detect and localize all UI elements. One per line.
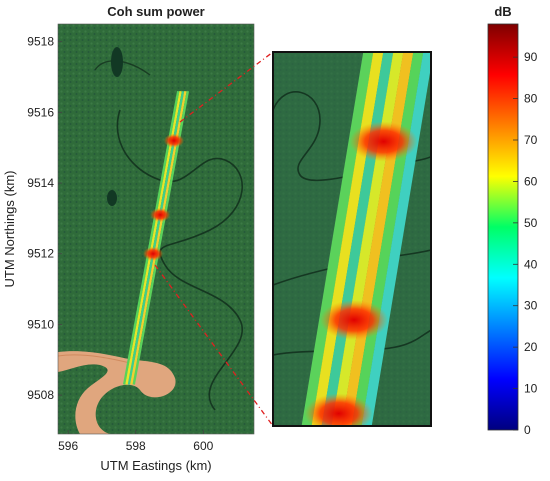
colorbar-tick-label: 80 [524,92,538,106]
main-map [58,24,254,434]
x-axis: 596 598 600 [58,430,214,453]
x-tick-label: 600 [193,439,213,453]
colorbar-label: dB [494,4,511,19]
colorbar-tick-label: 60 [524,174,538,188]
zoom-connector [154,264,274,427]
colorbar-tick-label: 20 [524,340,538,354]
flight-stripe-zoom [331,52,404,426]
chart-title: Coh sum power [107,4,205,19]
lake [107,190,117,206]
y-axis: 9508 9510 9512 9514 9516 9518 [27,35,62,402]
hotspot-zoom [349,121,418,162]
flight-line-zoom [301,52,431,426]
x-tick-label: 598 [126,439,146,453]
y-tick-label: 9510 [27,317,54,331]
hotspot [163,133,184,148]
colorbar [487,23,519,431]
flight-stripe-zoom [301,52,374,426]
colorbar-ticks: 0 10 20 30 40 50 60 70 80 90 [513,50,538,437]
creek [116,109,243,411]
hotspot-zoom [304,393,373,426]
hotspot [150,207,171,222]
zoom-inset [273,52,431,426]
flight-stripe-zoom [361,52,431,426]
colorbar-tick-label: 10 [524,382,538,396]
hotspot-zoom [320,300,389,340]
hotspot [143,246,164,261]
colorbar-tick-label: 90 [524,50,538,64]
y-tick-label: 9512 [27,247,54,261]
hotspots-zoom [304,121,418,426]
creek [273,91,431,182]
y-tick-label: 9514 [27,176,54,190]
x-tick-label: 596 [58,439,78,453]
colorbar-tick-label: 0 [524,423,531,437]
hotspots [143,133,184,261]
flight-stripe-zoom [341,52,414,426]
y-tick-label: 9518 [27,35,54,49]
zoom-connector [179,51,274,123]
river [58,351,176,434]
flight-stripe-zoom [311,52,384,426]
y-axis-label: UTM Northings (km) [2,170,17,287]
colorbar-tick-label: 40 [524,257,538,271]
colorbar-tick-label: 70 [524,133,538,147]
x-axis-label: UTM Eastings (km) [100,458,211,473]
lake [111,47,123,77]
colorbar-tick-label: 50 [524,216,538,230]
y-tick-label: 9516 [27,105,54,119]
flight-stripe-zoom [351,52,424,426]
flight-stripe-zoom [321,52,394,426]
y-tick-label: 9508 [27,388,54,402]
colorbar-tick-label: 30 [524,299,538,313]
